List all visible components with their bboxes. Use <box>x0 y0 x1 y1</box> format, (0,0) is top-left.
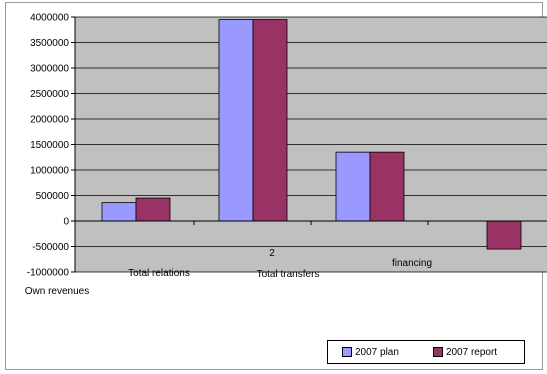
axes <box>74 17 547 272</box>
category-labels: Total relations 2 Total transfers financing… <box>25 248 432 297</box>
bar-report <box>369 151 405 222</box>
y-tick-label: -500000 <box>32 242 69 253</box>
y-tick-label: 4000000 <box>30 13 69 24</box>
category-label: Total transfers <box>257 269 320 280</box>
bars <box>101 19 522 250</box>
category-label: Total relations <box>128 268 190 279</box>
legend-item-report: 2007 report <box>432 346 498 358</box>
bar-plan <box>335 151 371 222</box>
category-label: financing <box>392 258 432 269</box>
legend-label-report: 2007 report <box>445 346 498 358</box>
y-tick-label: 3500000 <box>30 38 69 49</box>
legend: 2007 plan 2007 report <box>327 340 525 364</box>
legend-label-plan: 2007 plan <box>355 346 399 358</box>
legend-swatch-plan <box>342 347 352 357</box>
y-tick-label: 500000 <box>36 191 70 202</box>
category-label: 2 <box>269 248 275 259</box>
bar-plan <box>218 19 254 222</box>
y-tick-label: 0 <box>63 217 69 228</box>
gridlines <box>75 16 547 273</box>
y-tick-label: 1500000 <box>30 140 69 151</box>
y-axis-ticks: 4000000 3500000 3000000 2500000 2000000 15000… <box>27 13 75 279</box>
legend-item-plan: 2007 plan <box>342 347 399 358</box>
legend-swatch-report <box>432 347 443 357</box>
y-tick-label: 1000000 <box>30 166 69 177</box>
bar-report <box>252 19 288 222</box>
y-tick-label: 2000000 <box>30 115 69 126</box>
y-tick-label: 2500000 <box>30 89 69 100</box>
bar-report <box>486 220 522 250</box>
bar-plan <box>101 202 137 222</box>
y-tick-label: 3000000 <box>30 64 69 75</box>
y-tick-label: -1000000 <box>27 268 70 279</box>
bar-report <box>135 197 171 222</box>
category-label: Own revenues <box>25 286 89 297</box>
